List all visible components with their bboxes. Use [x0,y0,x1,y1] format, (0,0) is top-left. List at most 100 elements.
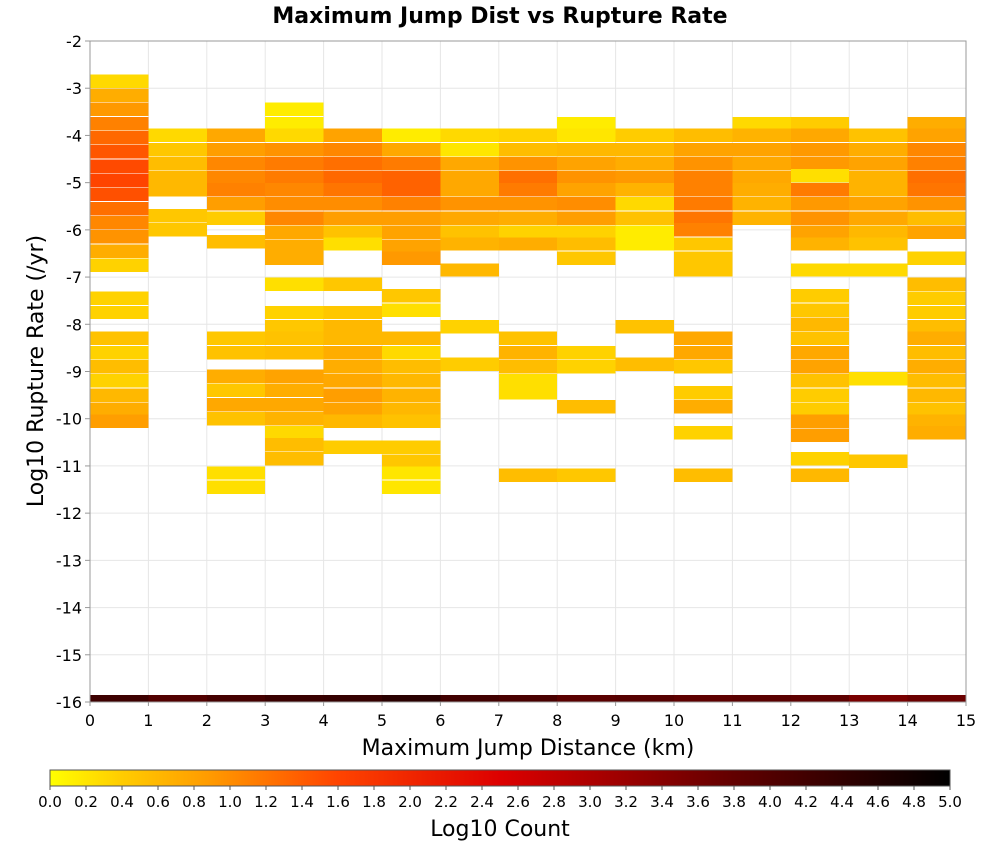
colorbar-tick-label: 2.2 [434,793,458,811]
heatmap-cell [265,102,324,117]
heatmap-cell [90,145,149,159]
heatmap-cell [90,102,149,117]
colorbar-tick-label: 3.8 [722,793,746,811]
heatmap-cell [907,319,966,334]
heatmap-cell [265,251,324,265]
heatmap-cell [907,128,966,143]
heatmap-cell [323,182,382,197]
heatmap-cell [440,225,499,239]
y-tick-label: -3 [66,79,82,98]
heatmap-cell [206,397,266,412]
heatmap-cell [265,171,324,185]
heatmap-cell [323,374,382,388]
heatmap-cell [615,142,674,157]
heatmap-cell [907,414,966,428]
heatmap-cell [790,345,850,360]
heatmap-cell [907,171,966,185]
x-tick-label: 14 [897,711,917,730]
heatmap-cell [907,116,966,131]
heatmap-cell [557,251,616,265]
heatmap-cell [382,239,441,254]
heatmap-cell [849,171,908,185]
heatmap-cell [790,211,850,225]
heatmap-cell [206,182,266,197]
heatmap-cell [382,128,441,143]
heatmap-cell [557,116,616,131]
heatmap-cell [265,345,324,360]
heatmap-cell [265,142,324,157]
colorbar-tick-label: 4.2 [794,793,818,811]
heatmap-cell [90,187,149,202]
heatmap-cell [732,142,791,157]
heatmap-cell [206,331,266,346]
heatmap-cell [790,402,850,416]
heatmap-cell [790,157,850,171]
heatmap-cell [265,305,324,320]
heatmap-cell [90,258,149,272]
colorbar-tick-label: 4.0 [758,793,782,811]
heatmap-cell [498,345,558,360]
heatmap-cell [907,197,966,211]
colorbar-tick-label: 2.4 [470,793,494,811]
heatmap-cell [790,168,850,183]
heatmap-cell [148,223,207,237]
heatmap-cell [790,331,850,346]
heatmap-cell [790,225,850,239]
heatmap-cell [790,128,850,143]
heatmap-cell [557,237,616,251]
heatmap-cell [732,171,791,185]
heatmap-cell [557,182,616,197]
heatmap-cell [557,128,616,143]
heatmap-cell [440,319,499,334]
heatmap-cell [498,157,558,171]
heatmap-cell [557,157,616,171]
heatmap-cell [849,225,908,239]
heatmap-cell [206,171,266,185]
bottom-row-cell [732,694,791,702]
colorbar-tick-label: 4.8 [902,793,926,811]
heatmap-cell [907,305,966,320]
heatmap-cell [849,371,908,386]
heatmap-cell [382,211,441,225]
heatmap-cell [849,211,908,225]
heatmap-cell [849,237,908,251]
heatmap-cell [674,360,733,374]
heatmap-cell [265,452,324,466]
heatmap-cell [674,223,733,237]
heatmap-cell [790,388,850,402]
heatmap-cell [907,426,966,440]
heatmap-cell [907,142,966,157]
heatmap-cell [90,131,149,145]
bottom-row-cell [265,694,324,702]
heatmap-cell [148,171,207,185]
heatmap-cell [498,360,558,374]
heatmap-cell [907,225,966,239]
heatmap-cell [498,171,558,185]
heatmap-cell [732,197,791,211]
heatmap-cell [557,171,616,185]
heatmap-cell [615,171,674,185]
heatmap-cell [498,468,558,483]
heatmap-cell [440,263,499,277]
heatmap-cell [90,173,149,188]
heatmap-cell [323,388,382,402]
heatmap-cell [90,402,149,416]
heatmap-cell [382,157,441,171]
bottom-row-cell [674,694,733,702]
heatmap-cell [440,211,499,225]
y-tick-label: -6 [66,221,82,240]
heatmap-cell [732,182,791,197]
heatmap-cell [382,142,441,157]
x-tick-label: 12 [781,711,801,730]
colorbar-tick-label: 0.6 [146,793,170,811]
heatmap-cell [907,388,966,402]
heatmap-cell [265,197,324,211]
heatmap-cell [440,182,499,197]
heatmap-cell [265,211,324,225]
heatmap-cell [206,142,266,157]
heatmap-cell [90,331,149,346]
x-tick-label: 9 [611,711,621,730]
x-tick-label: 5 [377,711,387,730]
bottom-row-cell [440,694,499,702]
